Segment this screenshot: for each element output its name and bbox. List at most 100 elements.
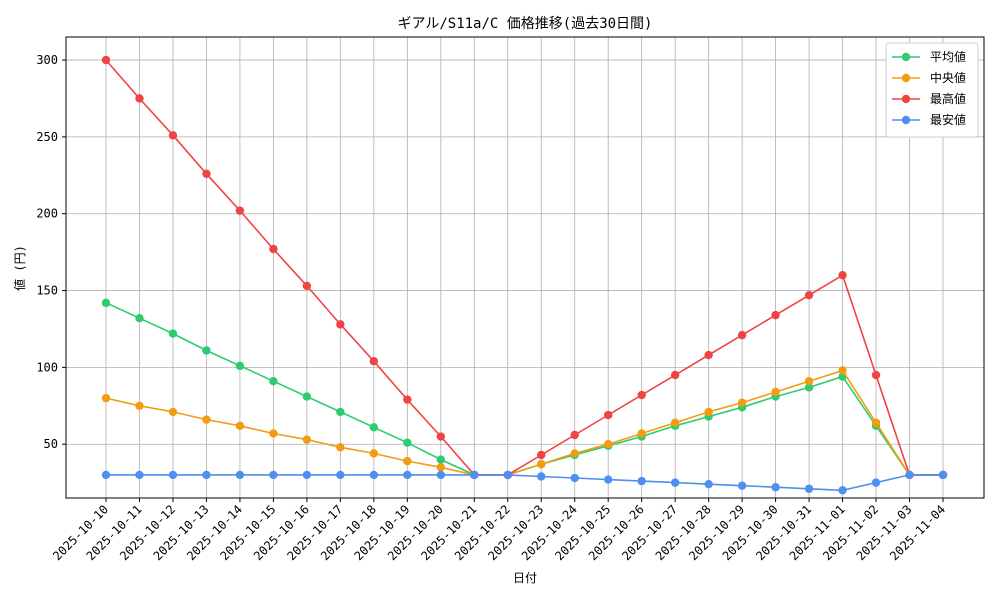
data-point <box>938 470 948 480</box>
y-axis-ticks: 50 100 150 200 250 300 <box>36 53 66 451</box>
y-tick-label: 50 <box>44 437 58 451</box>
data-point <box>604 410 613 420</box>
data-point <box>235 421 245 430</box>
series-3 <box>101 55 948 480</box>
legend-label: 最安値 <box>930 112 966 127</box>
x-axis-ticks: 2025-10-102025-10-112025-10-122025-10-13… <box>50 498 948 563</box>
data-point <box>336 443 345 452</box>
data-point <box>604 475 613 484</box>
data-point <box>168 470 178 480</box>
data-point <box>704 407 713 417</box>
data-point <box>637 429 646 438</box>
data-point <box>369 470 379 480</box>
data-point <box>838 486 847 495</box>
plot-area-frame <box>65 36 985 499</box>
data-point <box>135 94 144 103</box>
legend-swatch-marker <box>901 115 911 125</box>
legend-swatch-marker <box>901 52 911 62</box>
data-point <box>470 470 479 480</box>
data-point <box>436 470 445 480</box>
data-point <box>670 370 680 380</box>
data-point <box>670 478 680 487</box>
data-point <box>737 330 747 340</box>
data-point <box>302 392 312 401</box>
data-point <box>905 470 914 480</box>
series-2 <box>101 366 948 480</box>
data-point <box>704 350 713 360</box>
data-point <box>537 459 546 469</box>
data-point <box>135 401 144 410</box>
grid <box>66 37 984 498</box>
y-axis-label: 値 (円) <box>12 245 27 291</box>
data-point <box>101 393 111 403</box>
data-point <box>838 270 847 280</box>
y-tick-label: 150 <box>36 284 58 298</box>
y-tick-label: 200 <box>36 207 58 221</box>
data-point <box>570 473 579 483</box>
data-point <box>168 329 178 338</box>
data-point <box>838 366 847 375</box>
data-point <box>336 470 345 480</box>
data-point <box>804 383 814 392</box>
data-point <box>101 55 111 65</box>
chart-title: ギアル/S11a/C 価格推移(過去30日間) <box>397 16 652 32</box>
series-line <box>106 474 943 492</box>
data-point <box>737 398 747 407</box>
data-point <box>369 357 379 366</box>
data-point <box>804 290 814 300</box>
data-point <box>503 470 512 480</box>
data-point <box>269 429 278 438</box>
data-point <box>202 346 211 355</box>
data-point <box>168 131 178 140</box>
data-point <box>570 430 579 440</box>
data-point <box>135 470 144 480</box>
data-point <box>403 438 412 447</box>
data-point <box>235 470 245 480</box>
y-tick-label: 100 <box>36 360 58 374</box>
legend-label: 中央値 <box>930 70 966 85</box>
data-point <box>202 415 211 424</box>
data-point <box>670 418 680 427</box>
legend-box <box>885 42 979 138</box>
data-point <box>436 455 445 464</box>
data-point <box>771 310 780 320</box>
data-point <box>168 407 178 417</box>
legend-label: 平均値 <box>930 49 966 64</box>
data-point <box>871 418 881 427</box>
data-point <box>771 387 780 397</box>
data-point <box>302 470 312 480</box>
series-line <box>105 369 943 476</box>
data-point <box>871 478 881 487</box>
data-point <box>269 377 278 386</box>
data-point <box>336 407 345 417</box>
data-point <box>537 450 546 460</box>
data-point <box>637 476 646 486</box>
series-line <box>105 302 943 476</box>
data-point <box>403 456 412 466</box>
data-point <box>403 470 412 480</box>
data-point <box>369 423 379 432</box>
data-point <box>135 314 144 323</box>
series-layer <box>101 55 948 495</box>
data-point <box>269 470 278 480</box>
series-1 <box>101 298 948 480</box>
data-point <box>804 377 814 386</box>
legend-swatch-marker <box>901 94 911 104</box>
x-axis-label: 日付 <box>513 571 537 585</box>
data-point <box>704 479 713 489</box>
data-point <box>202 470 211 480</box>
data-point <box>302 281 312 291</box>
data-point <box>436 432 445 441</box>
data-point <box>871 370 881 380</box>
data-point <box>369 449 379 458</box>
data-point <box>737 481 747 490</box>
data-point <box>537 472 546 481</box>
data-point <box>604 440 613 449</box>
data-point <box>202 169 211 178</box>
y-tick-label: 300 <box>36 53 58 67</box>
series-4 <box>101 470 948 495</box>
data-point <box>336 320 345 329</box>
